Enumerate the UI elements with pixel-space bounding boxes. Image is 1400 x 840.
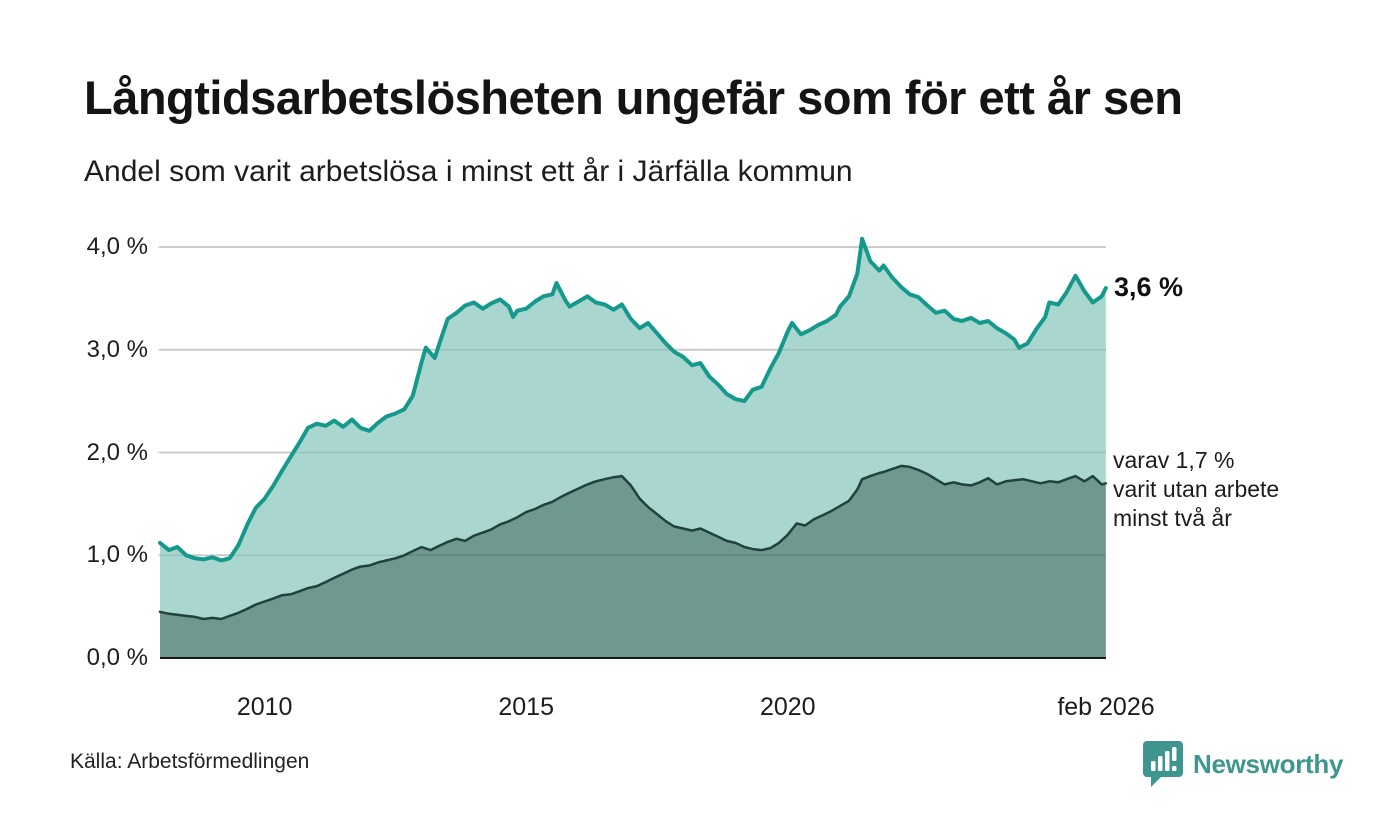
y-axis-tick-2: 2,0 % (86, 438, 148, 466)
series-area-1 (160, 465, 1106, 658)
y-axis-tick-0: 0,0 % (86, 644, 148, 671)
x-axis-tick-2015: 2015 (498, 693, 554, 721)
x-axis-tick-feb-2026: feb 2026 (1057, 693, 1155, 721)
newsworthy-bubble-chart-icon (1143, 741, 1183, 787)
end-value-label-2yr-line: varav 1,7 % (1113, 447, 1235, 473)
x-axis-tick-2020: 2020 (759, 693, 816, 721)
end-value-label-2yr: varav 1,7 % varit utan arbete minst två år (1113, 446, 1343, 533)
end-value-label-1yr: 3,6 % (1114, 272, 1184, 303)
y-axis-tick-1: 1,0 % (86, 541, 148, 569)
x-axis-tick-2010: 2010 (236, 693, 293, 721)
chart-subtitle: Andel som varit arbetslösa i minst ett å… (84, 155, 853, 188)
series-line-1yr (158, 236, 1108, 563)
end-value-label-2yr-line: varit utan arbete (1113, 476, 1280, 502)
series-line-2yr (158, 464, 1108, 621)
brand-logo: Newsworthy (1143, 738, 1343, 790)
end-value-label-2yr-line: minst två år (1113, 505, 1232, 531)
brand-name: Newsworthy (1193, 748, 1344, 779)
source-credit: Källa: Arbetsförmedlingen (70, 750, 310, 773)
page-title: Långtidsarbetslösheten ungefär som för e… (84, 71, 1183, 124)
y-axis-tick-3: 3,0 % (86, 335, 148, 363)
y-axis-tick-4: 4,0 % (86, 233, 148, 260)
